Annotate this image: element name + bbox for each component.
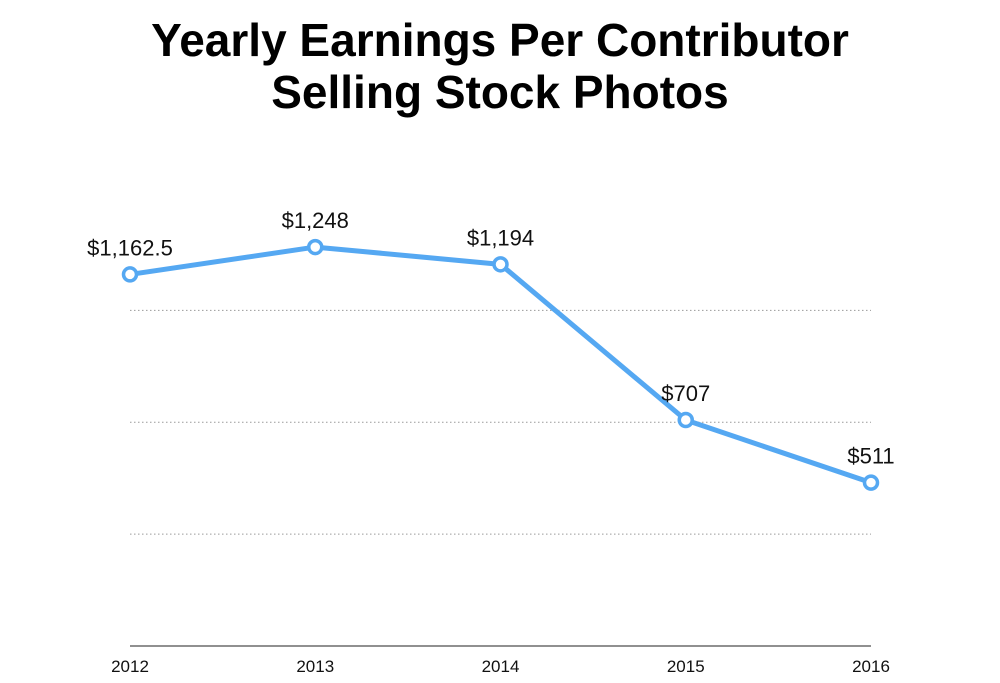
x-tick-labels: 2012 2013 2014 2015 2016	[111, 657, 890, 676]
chart-title-line-2: Selling Stock Photos	[271, 66, 729, 118]
x-tick-label-2013: 2013	[296, 657, 334, 676]
data-point-2013	[307, 238, 324, 256]
data-label-2013: $1,248	[282, 208, 349, 233]
data-point-2012	[121, 266, 139, 283]
chart-title: Yearly Earnings Per Contributor Selling …	[0, 14, 1000, 118]
data-point-2016	[862, 474, 880, 491]
data-points	[121, 238, 880, 491]
x-tick-label-2015: 2015	[667, 657, 705, 676]
x-tick-label-2014: 2014	[482, 657, 520, 676]
data-point-2015	[677, 411, 694, 429]
data-label-2012: $1,162.5	[87, 235, 173, 260]
gridlines	[130, 309, 871, 535]
series-line	[127, 244, 874, 486]
x-tick-label-2016: 2016	[852, 657, 890, 676]
data-point-2014	[492, 256, 509, 273]
data-label-2014: $1,194	[467, 225, 534, 250]
x-tick-label-2012: 2012	[111, 657, 149, 676]
data-labels: $1,162.5 $1,248 $1,194 $707 $511	[87, 208, 894, 469]
data-label-2016: $511	[847, 444, 894, 469]
chart-title-line-1: Yearly Earnings Per Contributor	[151, 14, 849, 66]
data-label-2015: $707	[661, 381, 710, 406]
